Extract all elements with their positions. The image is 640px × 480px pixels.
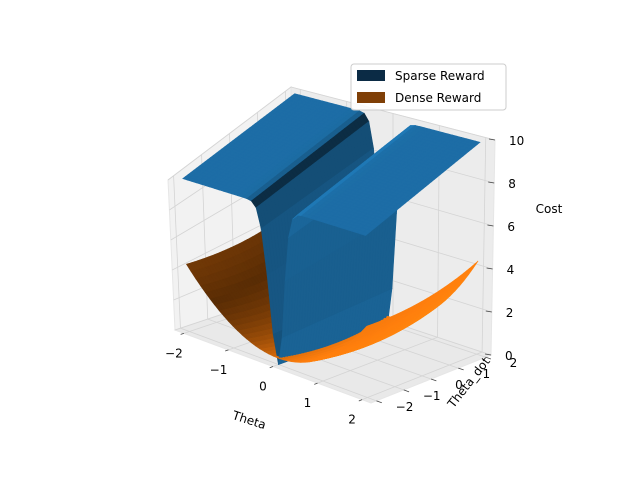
legend-label-sparse-reward: Sparse Reward [395,69,485,83]
x-tick-label: −1 [210,363,228,377]
y-tick-mark [403,389,410,393]
grid-line-z [167,86,496,181]
surfaces [182,93,481,365]
dense-surface-face [362,324,370,332]
z-tick-label: 10 [509,134,524,148]
y-tick-mark [485,356,492,360]
z-tick-mark [488,138,496,141]
legend: Sparse Reward Dense Reward [350,63,507,111]
x-tick-label: 2 [348,413,356,427]
legend-swatch-dense-reward [357,92,385,103]
z-tick-label: 0 [505,349,513,363]
z-tick-mark [485,310,492,313]
z-tick-label: 6 [507,220,515,234]
x-tick-mark [180,332,185,335]
x-tick-mark [269,366,274,369]
x-tick-label: 1 [304,396,312,410]
z-tick-mark [486,267,493,270]
legend-label-dense-reward: Dense Reward [395,91,481,105]
z-axis-label: Cost [536,202,563,216]
x-axis-label: Theta [230,408,268,432]
y-tick-label: 0 [455,378,463,392]
z-tick-label: 4 [507,263,515,277]
x-tick-label: −2 [165,346,183,360]
legend-box [350,63,507,111]
y-tick-label: −2 [396,400,414,414]
z-tick-mark [487,224,494,227]
z-tick-mark [484,353,492,356]
z-tick-mark [488,181,495,184]
y-tick-label: −1 [423,389,441,403]
y-tick-label: 2 [510,356,518,370]
y-tick-mark [430,378,437,382]
y-tick-label: 1 [482,367,490,381]
z-tick-label: 8 [508,177,516,191]
z-tick-label: 2 [506,306,514,320]
x-tick-label: 0 [259,380,267,394]
sparse-surface-face [360,231,370,236]
x-tick-mark [225,349,229,352]
x-tick-mark [314,382,318,385]
y-tick-mark [376,400,382,404]
legend-swatch-sparse-reward [357,70,385,81]
x-tick-mark [358,399,363,402]
y-tick-mark [458,367,464,371]
